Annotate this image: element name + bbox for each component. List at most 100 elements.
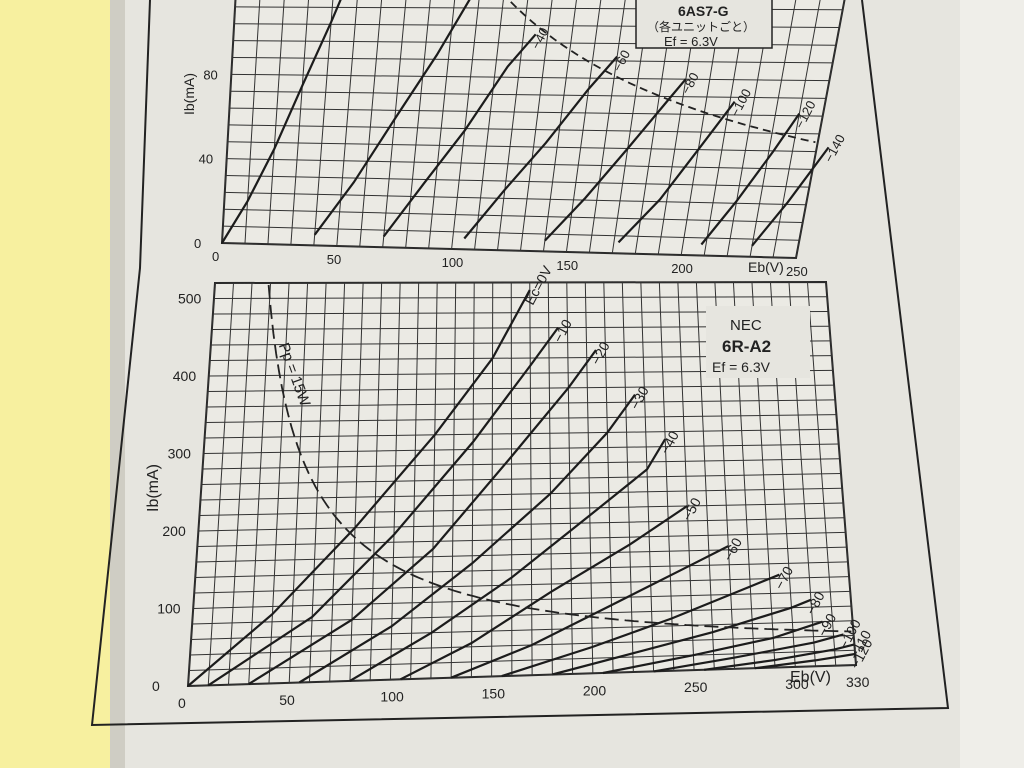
grid-line-x — [749, 0, 797, 257]
grid-line-y — [206, 399, 836, 408]
grid-line-y — [231, 73, 830, 82]
figure-frame — [90, 0, 950, 727]
grid-line-y — [213, 296, 828, 299]
x-tick-label: 300 — [785, 676, 809, 692]
x-tick-label: 150 — [482, 685, 506, 701]
grid-line-x — [428, 0, 456, 249]
grid-6ra2 — [186, 280, 858, 688]
grid-line-y — [221, 242, 797, 259]
grid-line-y — [228, 124, 820, 135]
ticks-6ra2: 0 50 100 150 200 250 300 330 0 100 200 300 400 500 — [152, 291, 870, 712]
grid-line-x — [588, 0, 626, 253]
x-tick-label: 50 — [327, 252, 341, 267]
grid-line-y — [202, 458, 840, 470]
grid-line-x — [519, 0, 553, 251]
chart-6as7g: Ec−20−40−60−80−100−120−140Pp = 13W 05010… — [181, 0, 848, 279]
legend-box-6as7g — [635, 0, 773, 49]
y-tick-label: 0 — [152, 678, 160, 694]
curve-ec-100 — [617, 101, 736, 244]
x-tick-label: 200 — [583, 682, 607, 698]
chart-subtitle-6as7g: （各ユニットごと） — [647, 19, 755, 34]
y-tick-label: 500 — [178, 291, 202, 307]
grid-line-y — [189, 649, 855, 671]
grid-line-y — [204, 428, 838, 439]
x-tick-label: 330 — [846, 674, 870, 690]
curve-ec-30 — [298, 393, 636, 684]
curve-ec-50 — [399, 505, 688, 681]
grid-line-y — [207, 384, 835, 392]
chart-title-6ra2: NEC — [730, 317, 762, 334]
curve-ec-Ec0V — [221, 0, 342, 244]
power-limit-curve — [507, 0, 816, 144]
grid-line-x — [451, 0, 480, 250]
curve-ec-110 — [704, 643, 855, 671]
curve-ec-80 — [544, 78, 687, 242]
curve-ec-140 — [751, 146, 830, 247]
y-tick-label: 80 — [203, 67, 217, 82]
y-axis-label-6as7g: Ib(mA) — [181, 73, 197, 115]
grid-line-y — [192, 605, 852, 625]
ticks-6as7g: 05010015020025004080120 — [194, 67, 808, 279]
curve-ec-60 — [450, 545, 729, 679]
curve-ec-120 — [754, 652, 856, 670]
grid-line-x — [359, 0, 383, 247]
x-tick-label: 0 — [178, 695, 186, 711]
grid-6as7g — [220, 0, 846, 260]
grid-line-x — [313, 0, 334, 246]
x-tick-label: 100 — [442, 255, 464, 270]
grid-line-x — [497, 0, 529, 251]
y-tick-label: 100 — [157, 601, 181, 617]
grid-line-y — [194, 576, 850, 594]
grid-line-y — [214, 281, 827, 284]
chart-title-6as7g: 6AS7-G — [678, 3, 729, 19]
curve-ec-60 — [463, 55, 618, 240]
grid-line-y — [230, 90, 827, 99]
grid-line-x — [772, 0, 821, 258]
legend-box-6ra2 — [706, 306, 810, 378]
filament-label-6ra2: Ef = 6.3V — [712, 359, 771, 375]
grid-line-y — [225, 175, 810, 188]
yellow-page-edge — [0, 0, 130, 768]
x-tick-label: 0 — [212, 249, 219, 264]
grid-line-y — [201, 473, 842, 485]
grid-line-y — [203, 443, 839, 454]
y-tick-label: 300 — [168, 446, 192, 462]
grid-line-x — [267, 0, 285, 245]
grid-line-x — [474, 0, 504, 250]
grid-line-y — [198, 517, 845, 532]
grid-line-x — [542, 0, 577, 252]
grid-line-y — [227, 141, 817, 153]
y-tick-label: 200 — [162, 523, 186, 539]
grid-line-y — [232, 56, 833, 64]
curve-ec-Ec0V — [187, 289, 531, 687]
y-tick-label: 400 — [173, 368, 197, 384]
y-tick-label: 0 — [194, 236, 201, 251]
grid-line-x — [565, 0, 602, 253]
x-tick-label: 250 — [684, 679, 708, 695]
y-axis-label-6ra2: Ib(mA) — [145, 464, 162, 512]
grid-line-y — [226, 158, 813, 170]
x-tick-label: 250 — [786, 264, 808, 279]
curve-ec-10 — [207, 326, 559, 687]
grid-line-y — [193, 590, 851, 609]
grid-line-y — [199, 502, 844, 516]
chart-subtitle-6ra2: 6R-A2 — [722, 337, 771, 356]
x-axis-label-6as7g: Eb(V) — [748, 259, 784, 275]
grid-line-y — [197, 531, 846, 547]
curve-ec-80 — [552, 598, 812, 676]
curve-ec-100 — [653, 633, 844, 673]
curve-ec-40 — [349, 438, 667, 682]
curve-ec-20 — [248, 349, 597, 686]
x-tick-label: 100 — [380, 689, 404, 705]
x-axis-label-6ra2: Eb(V) — [790, 669, 831, 686]
filament-label-6as7g: Ef = 6.3V — [664, 34, 718, 49]
x-tick-label: 50 — [279, 692, 295, 708]
plate-curves-6ra2: Ec=0V−10−20−30−40−50−60−70−80−90−100−110… — [187, 263, 876, 687]
chart-6ra2: Ec=0V−10−20−30−40−50−60−70−80−90−100−110… — [145, 263, 876, 711]
grid-line-x — [290, 0, 309, 245]
grid-line-x — [405, 0, 431, 248]
grid-line-x — [336, 0, 358, 247]
curve-ec-20 — [313, 0, 471, 236]
curve-ec-40 — [382, 33, 537, 238]
